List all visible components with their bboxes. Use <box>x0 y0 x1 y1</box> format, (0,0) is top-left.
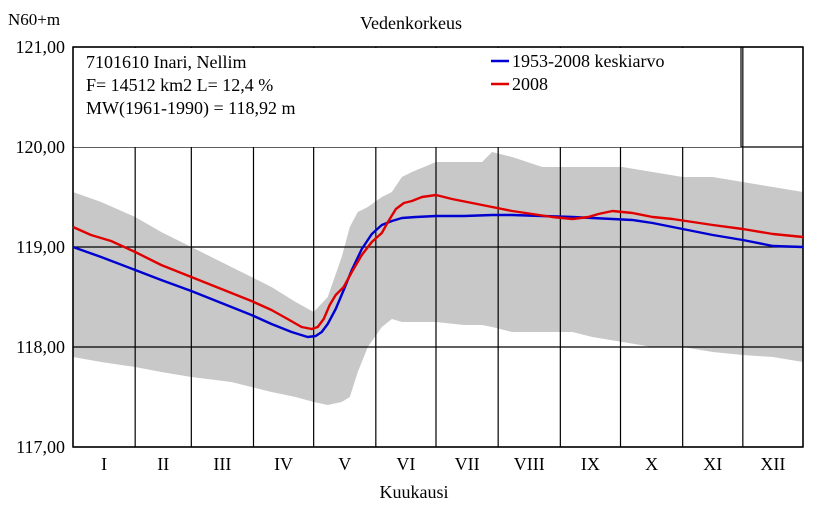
y-tick-label: 118,00 <box>16 337 65 357</box>
series-line-2008 <box>72 193 804 331</box>
month-label: III <box>213 454 231 474</box>
y-tick-label: 117,00 <box>16 437 65 457</box>
catchment-info: F= 14512 km2 L= 12,4 % <box>86 75 273 95</box>
chart-title: Vedenkorkeus <box>360 13 462 33</box>
x-axis-label: Kuukausi <box>380 482 449 502</box>
y-tick-label: 120,00 <box>16 137 66 157</box>
mean-water-level: MW(1961-1990) = 118,92 m <box>86 98 295 119</box>
y-tick-label: 119,00 <box>16 237 65 257</box>
month-label: I <box>101 454 107 474</box>
y-tick-label: 121,00 <box>16 37 66 57</box>
month-label: IV <box>274 454 293 474</box>
month-label: VIII <box>514 454 545 474</box>
series-layer <box>72 193 804 339</box>
legend-label-2008: 2008 <box>512 74 548 94</box>
month-label: II <box>157 454 169 474</box>
info-box-background <box>74 48 741 147</box>
month-label: X <box>645 454 658 474</box>
legend: 1953-2008 keskiarvo 2008 <box>491 51 664 94</box>
grid-layer <box>72 46 804 448</box>
y-axis-label: N60+m <box>8 10 60 29</box>
month-label: IX <box>581 454 600 474</box>
month-label: XII <box>760 454 785 474</box>
legend-label-mean: 1953-2008 keskiarvo <box>512 51 664 71</box>
month-labels: I II III IV V VI VII VIII IX X XI XII <box>101 454 785 474</box>
y-tick-labels: 121,00 120,00 119,00 118,00 117,00 <box>16 37 66 457</box>
station-name: 7101610 Inari, Nellim <box>86 52 246 72</box>
month-label: VII <box>455 454 480 474</box>
month-label: V <box>338 454 351 474</box>
month-label: XI <box>703 454 722 474</box>
month-label: VI <box>396 454 415 474</box>
